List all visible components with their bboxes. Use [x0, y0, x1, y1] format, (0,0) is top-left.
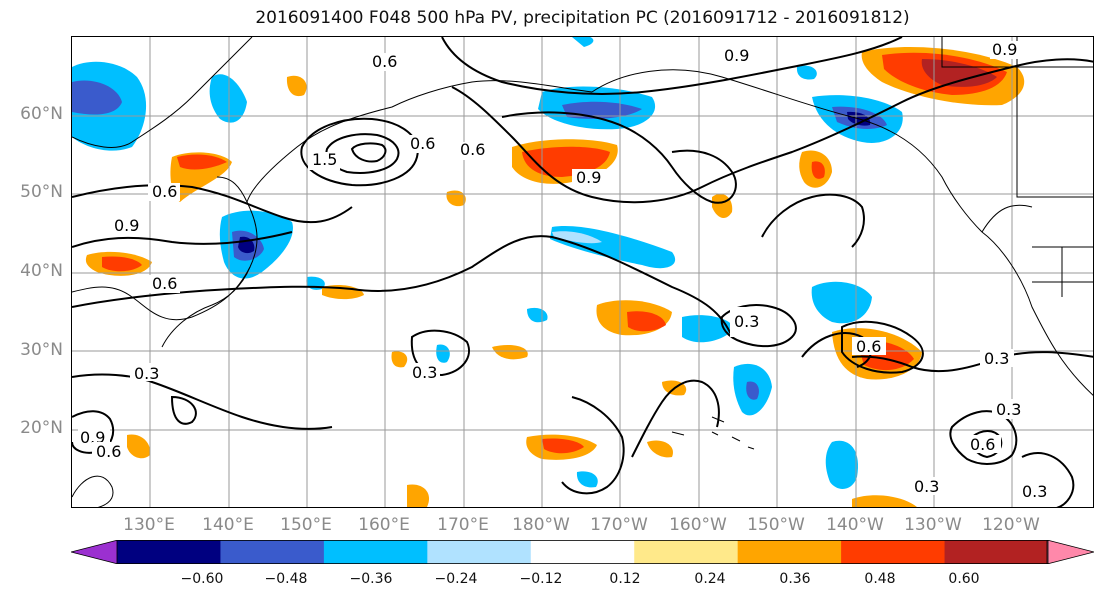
- map-title: 2016091400 F048 500 hPa PV, precipitatio…: [255, 8, 910, 28]
- lon-label-150e: 150°E: [280, 515, 332, 535]
- lon-label-170w: 170°W: [590, 515, 648, 535]
- colorbar-segment: [530, 540, 635, 564]
- colorbar-tick-label: 0.24: [694, 571, 726, 587]
- contour-label: 0.6: [460, 140, 485, 159]
- contour-label: 0.6: [410, 134, 435, 153]
- contour-label: 0.3: [1022, 482, 1047, 501]
- contour-label: 0.9: [992, 40, 1017, 59]
- lat-label-30n: 30°N: [20, 340, 63, 360]
- colorbar-tick-label: −0.36: [349, 571, 393, 587]
- lon-label-120w: 120°W: [982, 515, 1040, 535]
- colorbar-tick-label: −0.48: [264, 571, 308, 587]
- colorbar-tick-label: 0.36: [779, 571, 811, 587]
- contour-label: 0.6: [856, 337, 881, 356]
- contour-label: 0.6: [970, 435, 995, 454]
- lat-label-50n: 50°N: [20, 182, 63, 202]
- colorbar-segment: [117, 540, 221, 564]
- lon-label-130w: 130°W: [904, 515, 962, 535]
- lon-label-160w: 160°W: [669, 515, 727, 535]
- colorbar-segment: [323, 540, 428, 564]
- colorbar-segment: [220, 540, 325, 564]
- contour-label: 0.6: [152, 274, 177, 293]
- lon-label-140w: 140°W: [826, 515, 884, 535]
- colorbar-segment: [841, 540, 946, 564]
- contour-label: 0.9: [576, 168, 601, 187]
- coastlines: [72, 37, 1093, 507]
- colorbar-tick-label: −0.60: [180, 571, 224, 587]
- colorbar-segment: [634, 540, 739, 564]
- colorbar-tick-label: 0.12: [609, 571, 641, 587]
- lon-label-150w: 150°W: [747, 515, 805, 535]
- contour-label: 0.3: [734, 312, 759, 331]
- colorbar-segment: [737, 540, 842, 564]
- graticule: [72, 37, 1093, 507]
- lon-label-180w: 180°W: [512, 515, 570, 535]
- colorbar-tick-label: 0.48: [864, 571, 896, 587]
- colorbar-tick-label: −0.24: [434, 571, 478, 587]
- contour-label: 0.6: [152, 182, 177, 201]
- colorbar-segment: [944, 540, 1049, 564]
- map-panel: 0.6 0.9 1.5 0.6 0.6 0.9 0.6 0.9 0.6 0.9 …: [71, 36, 1094, 508]
- contour-label: 0.6: [372, 52, 397, 71]
- lat-label-40n: 40°N: [20, 261, 63, 281]
- contour-label: 0.6: [96, 442, 121, 461]
- lon-label-170e: 170°E: [437, 515, 489, 535]
- colorbar-tick-label: −0.12: [519, 571, 563, 587]
- contour-label: 0.3: [996, 400, 1021, 419]
- pv-contours: [72, 37, 1093, 507]
- contour-label: 0.9: [724, 46, 749, 65]
- lat-label-20n: 20°N: [20, 418, 63, 438]
- colorbar-segments: [71, 540, 1094, 564]
- lon-label-140e: 140°E: [202, 515, 254, 535]
- colorbar-segment: [427, 540, 532, 564]
- lon-label-160e: 160°E: [358, 515, 410, 535]
- contour-label: 0.9: [114, 216, 139, 235]
- contour-label: 0.3: [984, 349, 1009, 368]
- lat-label-60n: 60°N: [20, 104, 63, 124]
- pv-contour-labels: 0.6 0.9 1.5 0.6 0.6 0.9 0.6 0.9 0.6 0.9 …: [78, 40, 1052, 501]
- colorbar-extend-low: [71, 540, 119, 564]
- colorbar-extend-high: [1046, 540, 1094, 564]
- colorbar-tick-label: 0.60: [948, 571, 980, 587]
- contour-label: 0.3: [412, 363, 437, 382]
- contour-label: 1.5: [312, 150, 337, 169]
- contour-label: 0.3: [914, 477, 939, 496]
- contour-label: 0.3: [134, 364, 159, 383]
- colorbar: [71, 540, 1094, 564]
- precip-negative-regions: [72, 37, 903, 489]
- lon-label-130e: 130°E: [123, 515, 175, 535]
- colorbar-outline: [116, 540, 1049, 564]
- map-canvas: 0.6 0.9 1.5 0.6 0.6 0.9 0.6 0.9 0.6 0.9 …: [72, 37, 1093, 507]
